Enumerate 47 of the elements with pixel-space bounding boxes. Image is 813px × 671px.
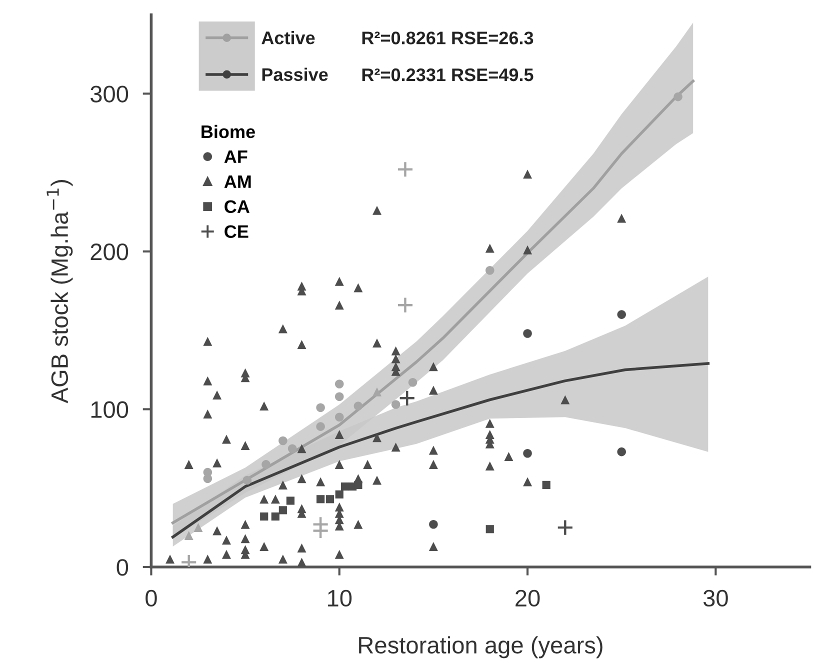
point <box>260 512 268 521</box>
y-tick-label: 100 <box>91 401 128 418</box>
point <box>278 436 288 446</box>
legend-label: Passive <box>262 68 328 81</box>
point <box>486 266 494 275</box>
legend-label: AF <box>224 150 248 163</box>
line-series <box>171 362 710 538</box>
point <box>396 160 414 178</box>
x-tick-label: 10 <box>328 590 352 607</box>
point <box>242 476 252 485</box>
point <box>326 495 334 504</box>
x-tick-label: 20 <box>516 590 540 607</box>
point <box>542 480 550 489</box>
x-axis-title: Restoration age (years) <box>359 636 602 658</box>
point <box>262 460 270 469</box>
point <box>271 512 280 521</box>
legend-title: Biome <box>202 124 255 138</box>
x-tick-label: 0 <box>146 590 157 607</box>
point <box>391 400 400 409</box>
point <box>288 444 297 454</box>
point <box>316 422 325 431</box>
y-tick-label: 0 <box>116 559 128 576</box>
legend-label: CA <box>224 200 250 214</box>
point <box>340 482 350 491</box>
annotation: R²=0.8261 RSE=26.3 <box>362 32 534 44</box>
point <box>286 496 294 505</box>
legend-label: CE <box>224 225 248 238</box>
legend-label: Active <box>262 31 315 44</box>
x-tick-label: 30 <box>703 590 728 607</box>
point <box>334 380 344 388</box>
point <box>486 525 494 534</box>
point <box>316 403 325 412</box>
point <box>334 392 344 401</box>
y-tick-label: 300 <box>90 86 128 102</box>
point <box>408 378 418 387</box>
legend-label: AM <box>224 175 251 188</box>
point <box>354 402 363 410</box>
point <box>334 412 344 422</box>
y-tick-label: 200 <box>90 244 128 260</box>
point <box>335 490 344 498</box>
point <box>396 296 414 314</box>
point <box>674 92 682 102</box>
point <box>354 480 362 489</box>
y-axis-title: AGB stock (Mg.ha$^{−1}$) <box>46 180 73 404</box>
annotation: R²=0.2331 RSE=49.5 <box>362 68 534 82</box>
point <box>316 495 325 504</box>
point <box>278 506 287 514</box>
